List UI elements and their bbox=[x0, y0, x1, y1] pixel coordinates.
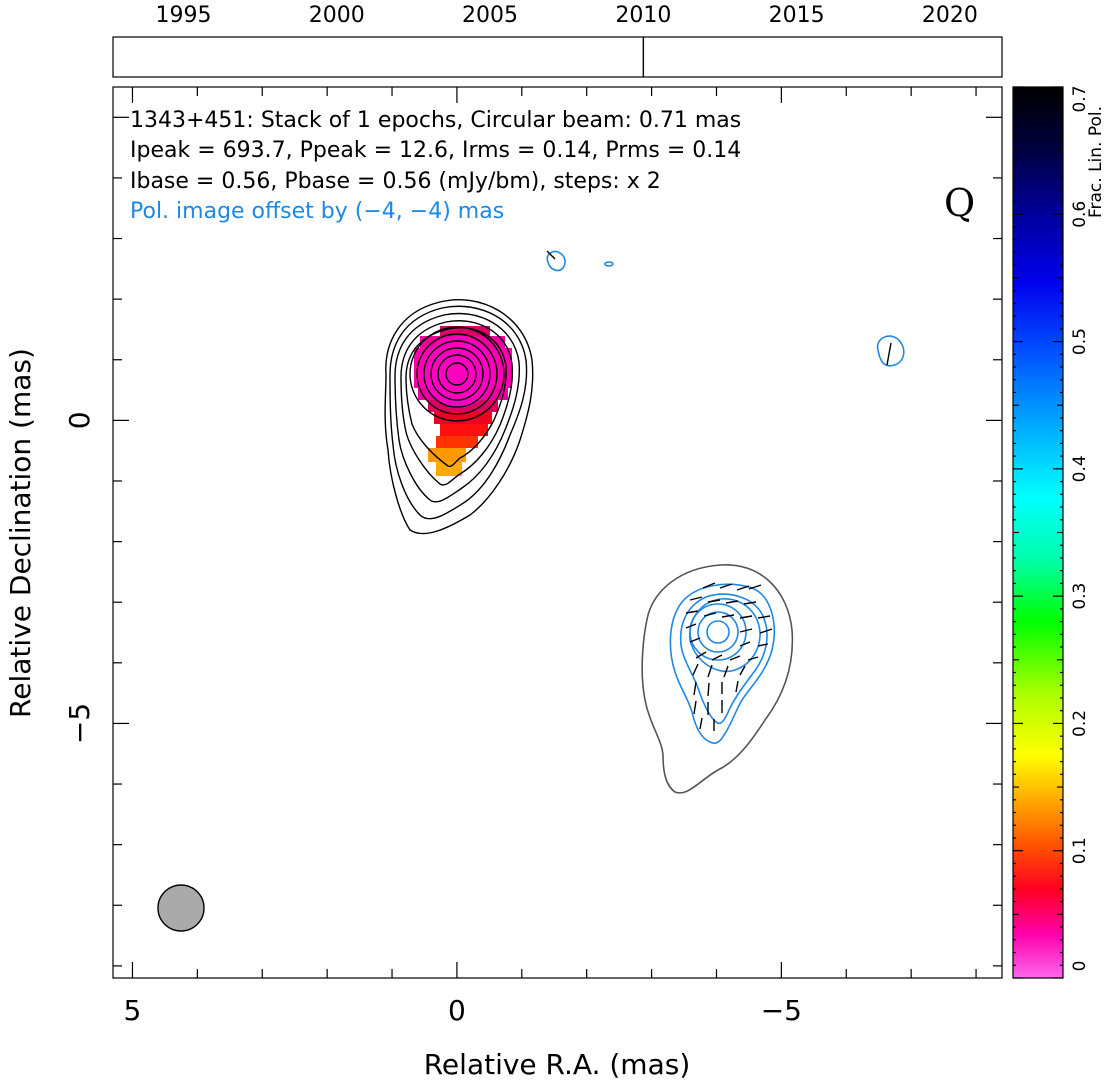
x-tick-label: −5 bbox=[761, 994, 802, 1027]
intensity-contours bbox=[384, 298, 534, 535]
colorbar-tick-label: 0.3 bbox=[1070, 583, 1090, 610]
plot-annotations: 1343+451: Stack of 1 epochs, Circular be… bbox=[130, 108, 975, 225]
colorbar-tick-label: 0.2 bbox=[1070, 710, 1090, 737]
y-tick-label: 0 bbox=[63, 411, 96, 429]
axis-tick-labels: 5 0 −5 0 −5 bbox=[63, 411, 802, 1027]
colorbar-tick-label: 0.6 bbox=[1070, 201, 1090, 228]
timeline-year-label: 1995 bbox=[156, 3, 212, 28]
colorbar-tick-label: 0.1 bbox=[1070, 837, 1090, 864]
beam-ellipse bbox=[157, 884, 205, 932]
evpa-sticks bbox=[546, 250, 892, 731]
offset-note: Pol. image offset by (−4, −4) mas bbox=[130, 199, 504, 224]
x-tick-label: 5 bbox=[124, 994, 142, 1027]
colorbar: 0 0.1 0.2 0.3 0.4 0.5 0.6 0.7 Frac. Lin. Pol. bbox=[1012, 85, 1106, 979]
x-tick-label: 0 bbox=[448, 994, 466, 1027]
y-axis-label: Relative Declination (mas) bbox=[4, 348, 37, 718]
timeline-year-label: 2000 bbox=[309, 3, 365, 28]
title-line-1: 1343+451: Stack of 1 epochs, Circular be… bbox=[130, 108, 741, 133]
colorbar-tick-label: 0 bbox=[1070, 961, 1090, 972]
plot-frame bbox=[112, 86, 1003, 979]
timeline-year-label: 2015 bbox=[769, 3, 825, 28]
colorbar-tick-label: 0.5 bbox=[1070, 328, 1090, 355]
timeline-strip: 1995 2000 2005 2010 2015 2020 bbox=[112, 3, 1003, 78]
timeline-year-label: 2020 bbox=[922, 3, 978, 28]
corner-label: Q bbox=[944, 181, 975, 225]
colorbar-tick-label: 0.7 bbox=[1070, 85, 1090, 112]
x-axis-label: Relative R.A. (mas) bbox=[424, 1048, 691, 1081]
y-tick-label: −5 bbox=[63, 703, 96, 744]
colorbar-label: Frac. Lin. Pol. bbox=[1086, 106, 1106, 218]
pol-outer-contour bbox=[641, 564, 794, 794]
title-line-2: Ipeak = 693.7, Ppeak = 12.6, Irms = 0.14… bbox=[130, 138, 741, 163]
pol-noise-blobs bbox=[546, 250, 905, 367]
timeline-year-label: 2010 bbox=[615, 3, 671, 28]
title-line-3: Ibase = 0.56, Pbase = 0.56 (mJy/bm), ste… bbox=[130, 169, 661, 194]
axis-ticks bbox=[113, 87, 1002, 978]
timeline-year-label: 2005 bbox=[462, 3, 518, 28]
colorbar-tick-label: 0.4 bbox=[1070, 455, 1090, 482]
pol-contours bbox=[669, 583, 775, 744]
